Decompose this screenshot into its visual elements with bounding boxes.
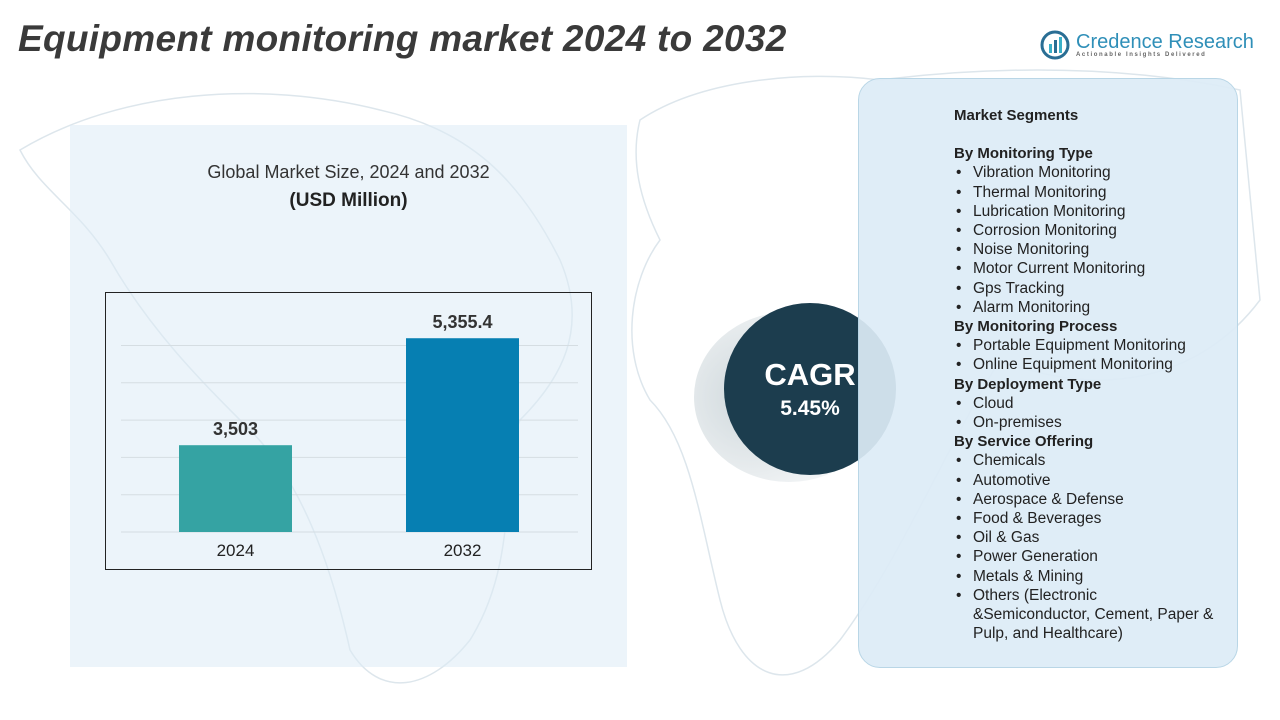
segment-item: Noise Monitoring	[954, 240, 1214, 259]
chart-title: Global Market Size, 2024 and 2032	[207, 162, 490, 182]
segment-item: Power Generation	[954, 547, 1214, 566]
page-title: Equipment monitoring market 2024 to 2032	[18, 18, 787, 59]
segment-item: Food & Beverages	[954, 509, 1214, 528]
chart-unit: (USD Million)	[289, 190, 408, 211]
logo-name: Credence Research	[1076, 31, 1254, 53]
segment-item: Cloud	[954, 394, 1214, 413]
segment-item: Gps Tracking	[954, 279, 1214, 298]
segment-item: Metals & Mining	[954, 567, 1214, 586]
x-tick-label: 2032	[444, 541, 482, 560]
cagr-label: CAGR	[764, 357, 856, 392]
logo-bars-icon	[1040, 30, 1070, 60]
segment-item: Thermal Monitoring	[954, 183, 1214, 202]
segment-heading: By Monitoring Process	[954, 318, 1118, 336]
segment-heading: By Deployment Type	[954, 375, 1102, 393]
cagr-value: 5.45%	[780, 397, 840, 420]
segment-item: Corrosion Monitoring	[954, 221, 1214, 240]
credence-research-logo: Credence Research Actionable Insights De…	[1040, 30, 1254, 60]
bar-chart: 3,503 2024 5,355.4 2032	[105, 292, 592, 570]
segments-title: Market Segments	[954, 107, 1079, 124]
segment-item: Online Equipment Monitoring	[954, 355, 1214, 374]
bar-2032	[406, 338, 519, 532]
segment-item: Alarm Monitoring	[954, 298, 1214, 317]
chart-panel	[70, 125, 627, 667]
segment-item: Automotive	[954, 471, 1214, 490]
bar-2024	[179, 445, 292, 532]
bar-chart-svg: 3,503 2024 5,355.4 2032	[121, 312, 578, 560]
logo-tagline: Actionable Insights Delivered	[1076, 52, 1207, 58]
segment-heading: By Service Offering	[954, 433, 1094, 451]
data-label: 3,503	[213, 419, 258, 439]
segment-item: Portable Equipment Monitoring	[954, 336, 1214, 355]
segment-item: Oil & Gas	[954, 528, 1214, 547]
data-label: 5,355.4	[432, 312, 492, 332]
segment-item: Aerospace & Defense	[954, 490, 1214, 509]
market-segments-panel: Market Segments By Monitoring TypeVibrat…	[858, 78, 1238, 668]
segment-item: Others (Electronic &Semiconductor, Cemen…	[954, 586, 1214, 644]
x-tick-label: 2024	[217, 541, 255, 560]
segment-item: Chemicals	[954, 451, 1214, 470]
segment-item: On-premises	[954, 413, 1214, 432]
segment-item: Lubrication Monitoring	[954, 202, 1214, 221]
segment-item: Motor Current Monitoring	[954, 259, 1214, 278]
segment-item: Vibration Monitoring	[954, 163, 1214, 182]
segment-heading: By Monitoring Type	[954, 145, 1093, 163]
